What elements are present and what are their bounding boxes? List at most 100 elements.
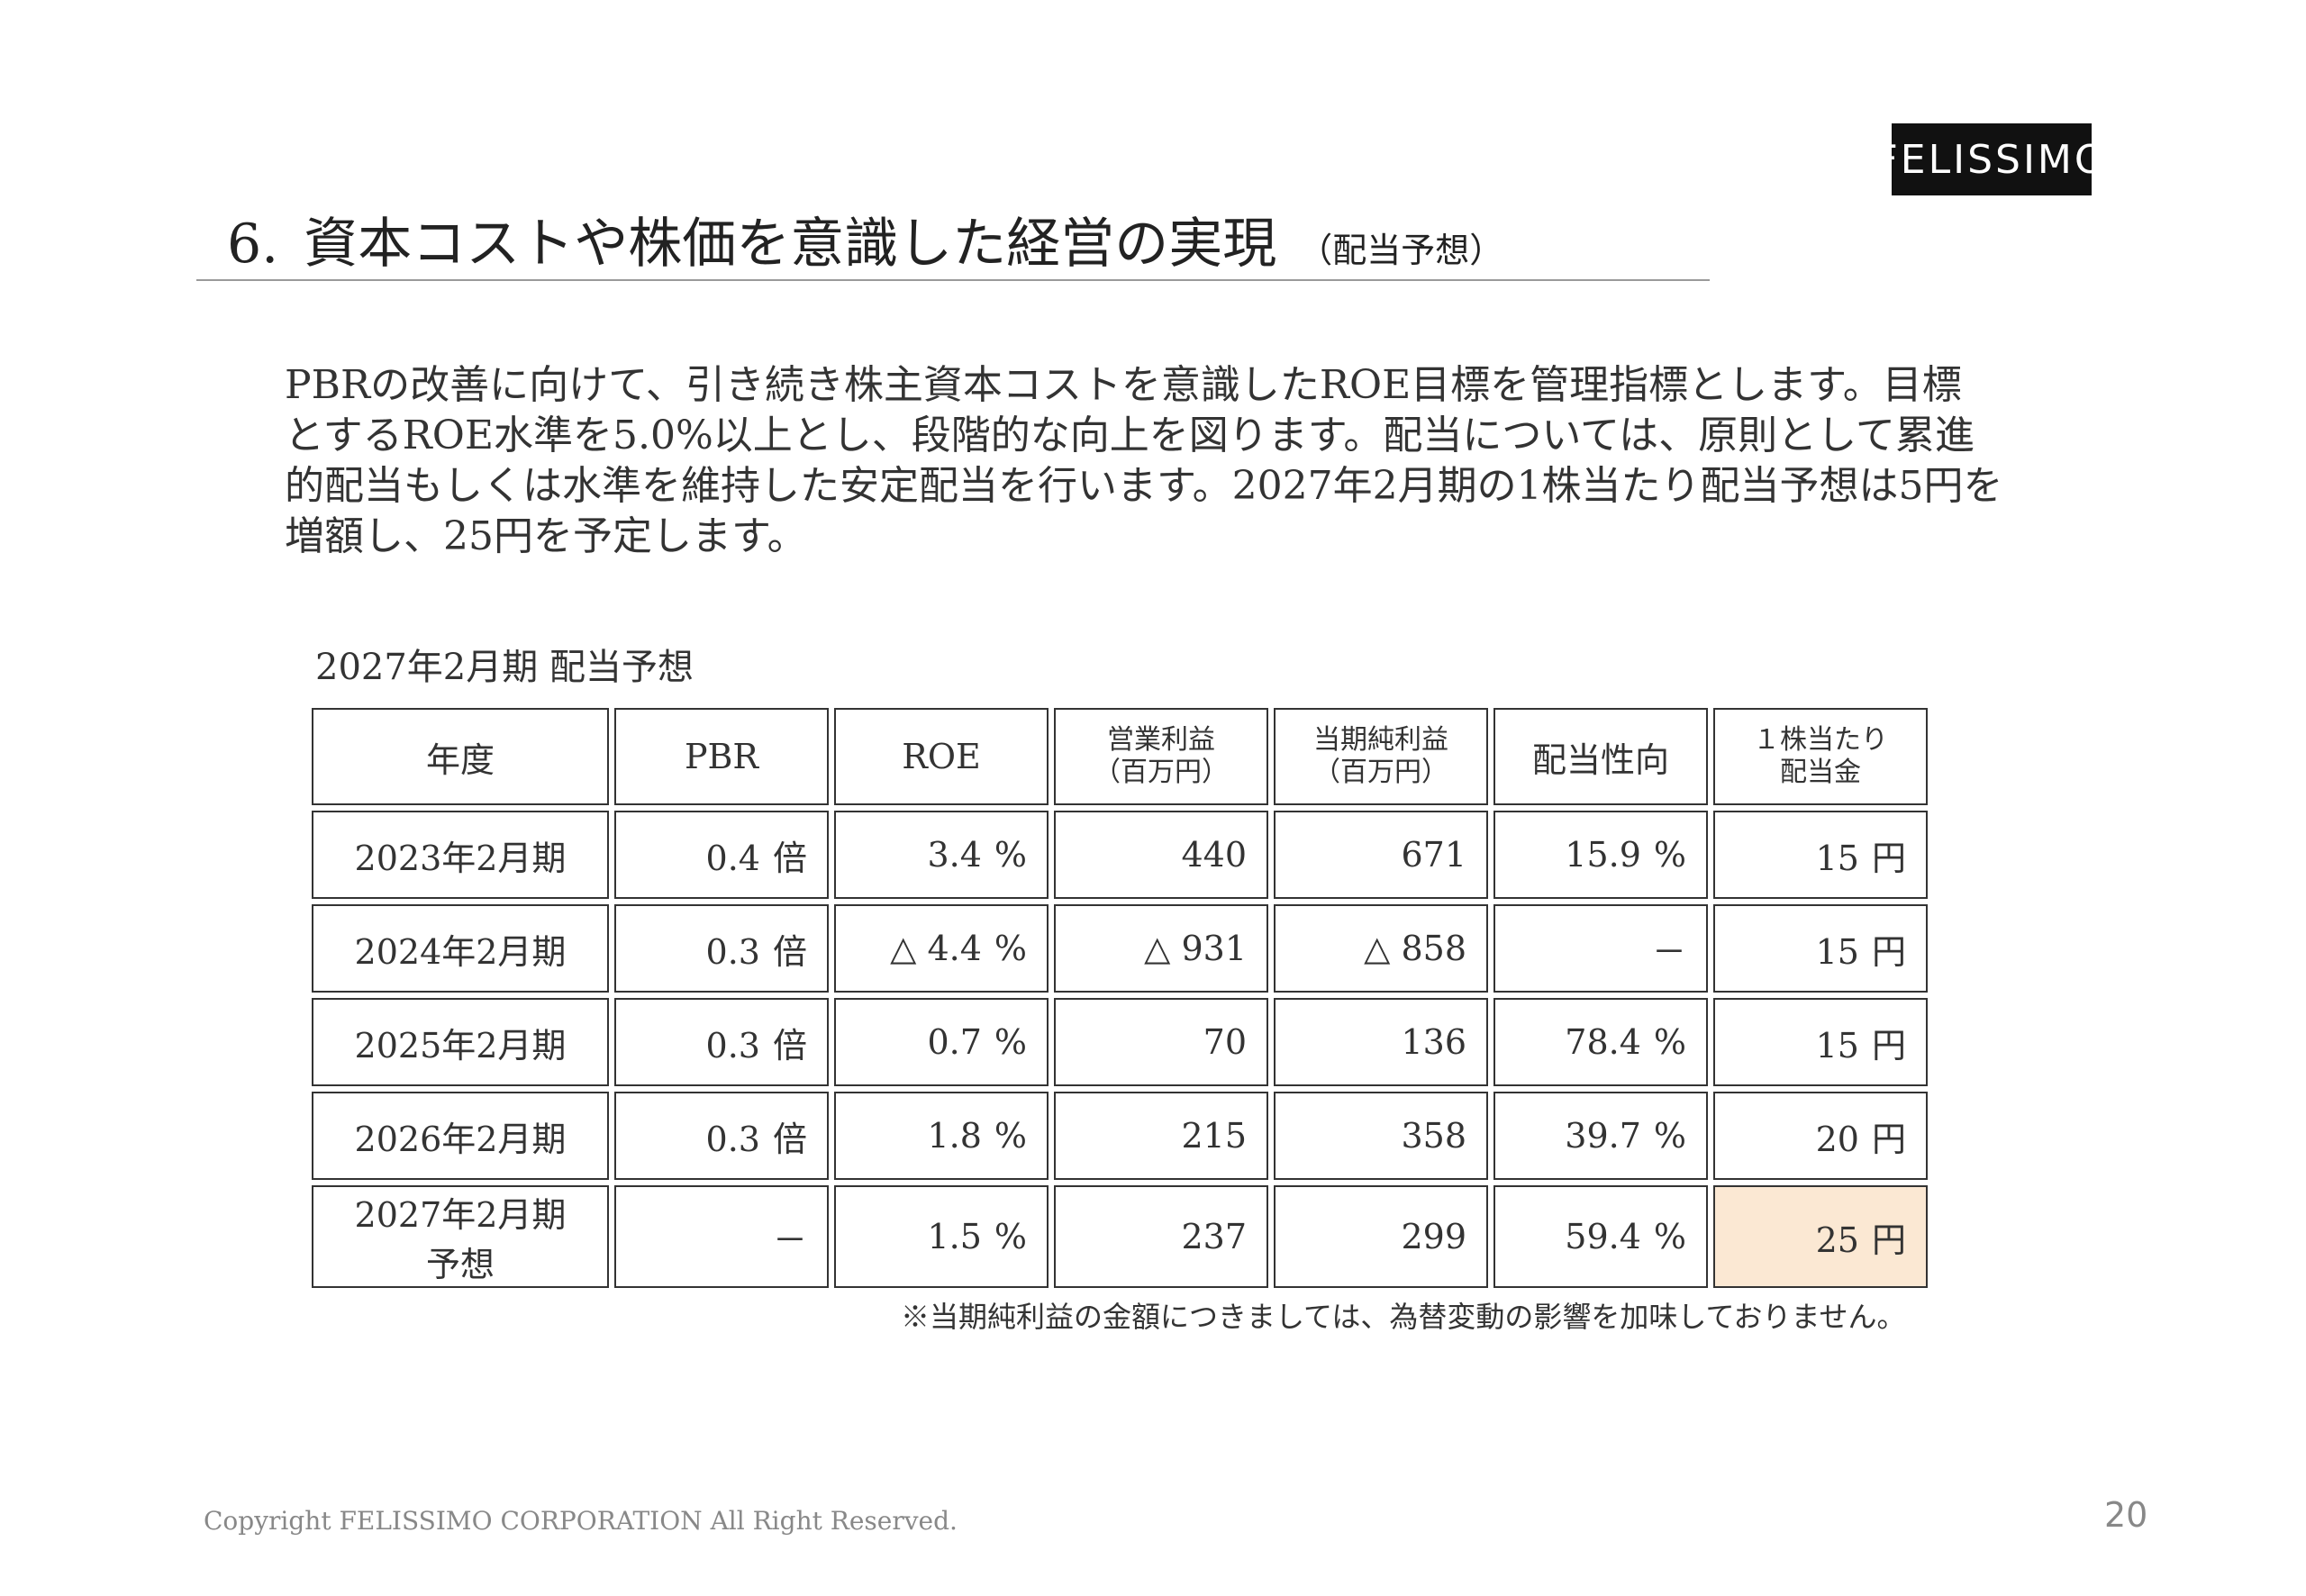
table-row-forecast: 2027年2月期 予想 － 1.5% 237 299 59.4% 25 円: [312, 1185, 1928, 1288]
cell-payout: －: [1493, 904, 1708, 993]
cell-dps-highlighted: 25 円: [1713, 1185, 1928, 1288]
payout-value: 59.4: [1565, 1217, 1641, 1256]
cell-dps: 20 円: [1713, 1092, 1928, 1180]
roe-value: △ 4.4: [890, 929, 982, 968]
header-pbr: PBR: [614, 708, 829, 805]
payout-value: 39.7: [1565, 1116, 1641, 1156]
roe-unit: %: [994, 1116, 1027, 1156]
table-footnote: ※当期純利益の金額につきましては、為替変動の影響を加味しておりません。: [901, 1300, 1906, 1334]
payout-value: 15.9: [1565, 835, 1641, 875]
body-line: とするROE水準を5.0%以上とし、段階的な向上を図ります。配当については、原則…: [285, 413, 1975, 458]
pbr-value: 0.4: [705, 838, 760, 878]
table-row: 2025年2月期 0.3 倍 0.7% 70 136 78.4% 15 円: [312, 998, 1928, 1086]
copyright-text: Copyright FELISSIMO CORPORATION All Righ…: [204, 1506, 958, 1536]
roe-unit: %: [994, 1217, 1027, 1256]
header-operating-profit-label: 営業利益: [1107, 724, 1215, 756]
cell-net-profit: △ 858: [1274, 904, 1488, 993]
section-number: 6.: [227, 213, 279, 276]
cell-payout: 59.4%: [1493, 1185, 1708, 1288]
roe-unit: %: [994, 929, 1027, 968]
dps-value: 20: [1815, 1119, 1859, 1159]
cell-year: 2025年2月期: [312, 998, 609, 1086]
pbr-unit: 倍: [772, 931, 807, 972]
cell-pbr: 0.3 倍: [614, 904, 829, 993]
cell-pbr: 0.3 倍: [614, 998, 829, 1086]
table-row: 2024年2月期 0.3 倍 △ 4.4% △ 931 △ 858 － 15 円: [312, 904, 1928, 993]
payout-unit: %: [1653, 1116, 1686, 1156]
dps-value: 15: [1815, 1025, 1859, 1066]
cell-net-profit: 358: [1274, 1092, 1488, 1180]
roe-unit: %: [994, 1022, 1027, 1062]
cell-net-profit: 299: [1274, 1185, 1488, 1288]
payout-unit: %: [1653, 1217, 1686, 1256]
roe-value: 1.5: [927, 1217, 982, 1256]
roe-value: 3.4: [927, 835, 982, 875]
header-dps-line1: １株当たり: [1753, 724, 1888, 756]
title-divider: [196, 279, 1710, 281]
table-caption: 2027年2月期 配当予想: [315, 647, 694, 688]
cell-payout: 78.4%: [1493, 998, 1708, 1086]
cell-dps: 15 円: [1713, 904, 1928, 993]
cell-net-profit: 671: [1274, 811, 1488, 899]
cell-year: 2027年2月期 予想: [312, 1185, 609, 1288]
header-operating-profit: 営業利益 （百万円）: [1054, 708, 1268, 805]
cell-year: 2024年2月期: [312, 904, 609, 993]
payout-unit: %: [1653, 1022, 1686, 1062]
body-paragraph: PBRの改善に向けて、引き続き株主資本コストを意識したROE目標を管理指標としま…: [285, 360, 2068, 562]
table-row: 2026年2月期 0.3 倍 1.8% 215 358 39.7% 20 円: [312, 1092, 1928, 1180]
body-line: 増額し、25円を予定します。: [285, 513, 807, 559]
cell-operating-profit: 440: [1054, 811, 1268, 899]
dps-unit: 円: [1871, 838, 1906, 878]
cell-operating-profit: 237: [1054, 1185, 1268, 1288]
pbr-value: 0.3: [705, 1025, 760, 1066]
roe-value: 1.8: [927, 1116, 982, 1156]
cell-dps: 15 円: [1713, 811, 1928, 899]
cell-payout: 39.7%: [1493, 1092, 1708, 1180]
body-line: PBRの改善に向けて、引き続き株主資本コストを意識したROE目標を管理指標としま…: [285, 362, 1962, 408]
cell-payout: 15.9%: [1493, 811, 1708, 899]
header-year: 年度: [312, 708, 609, 805]
pbr-unit: 倍: [772, 1025, 807, 1066]
roe-value: 0.7: [927, 1022, 982, 1062]
header-net-profit-label: 当期純利益: [1313, 724, 1448, 756]
table-header-row: 年度 PBR ROE 営業利益 （百万円） 当期純利益 （百万円） 配当性向 １…: [312, 708, 1928, 805]
felissimo-logo: FELISSIMO: [1875, 123, 2106, 195]
dps-unit: 円: [1871, 931, 1906, 972]
header-net-profit-unit: （百万円）: [1313, 757, 1448, 788]
header-dps-line2: 配当金: [1780, 757, 1861, 788]
pbr-value: 0.3: [705, 1119, 760, 1159]
cell-roe: 1.8%: [834, 1092, 1049, 1180]
table-row: 2023年2月期 0.4 倍 3.4% 440 671 15.9% 15 円: [312, 811, 1928, 899]
header-payout-ratio: 配当性向: [1493, 708, 1708, 805]
payout-unit: %: [1653, 835, 1686, 875]
cell-operating-profit: 70: [1054, 998, 1268, 1086]
pbr-unit: 倍: [772, 838, 807, 878]
header-operating-profit-unit: （百万円）: [1094, 757, 1229, 788]
pbr-value: 0.3: [705, 931, 760, 972]
dividend-forecast-table: 年度 PBR ROE 営業利益 （百万円） 当期純利益 （百万円） 配当性向 １…: [306, 703, 1933, 1293]
dps-unit: 円: [1871, 1025, 1906, 1066]
roe-unit: %: [994, 835, 1027, 875]
cell-pbr: －: [614, 1185, 829, 1288]
cell-dps: 15 円: [1713, 998, 1928, 1086]
cell-roe: 0.7%: [834, 998, 1049, 1086]
cell-operating-profit: 215: [1054, 1092, 1268, 1180]
cell-pbr: 0.4 倍: [614, 811, 829, 899]
cell-roe: 1.5%: [834, 1185, 1049, 1288]
title-text: 資本コストや株価を意識した経営の実現: [304, 213, 1277, 276]
dps-unit: 円: [1871, 1220, 1906, 1260]
body-line: 的配当もしくは水準を維持した安定配当を行います。2027年2月期の1株当たり配当…: [285, 463, 2003, 509]
cell-net-profit: 136: [1274, 998, 1488, 1086]
cell-roe: 3.4%: [834, 811, 1049, 899]
cell-roe: △ 4.4%: [834, 904, 1049, 993]
page-number: 20: [2104, 1495, 2148, 1535]
header-dividend-per-share: １株当たり 配当金: [1713, 708, 1928, 805]
header-net-profit: 当期純利益 （百万円）: [1274, 708, 1488, 805]
cell-year: 2023年2月期: [312, 811, 609, 899]
title-subtitle: （配当予想）: [1298, 231, 1504, 270]
page-title: 6. 資本コストや株価を意識した経営の実現 （配当予想）: [227, 200, 1503, 278]
dps-value: 15: [1815, 838, 1859, 878]
payout-value: 78.4: [1565, 1022, 1641, 1062]
dps-value: 25: [1815, 1220, 1859, 1260]
dps-unit: 円: [1871, 1119, 1906, 1159]
